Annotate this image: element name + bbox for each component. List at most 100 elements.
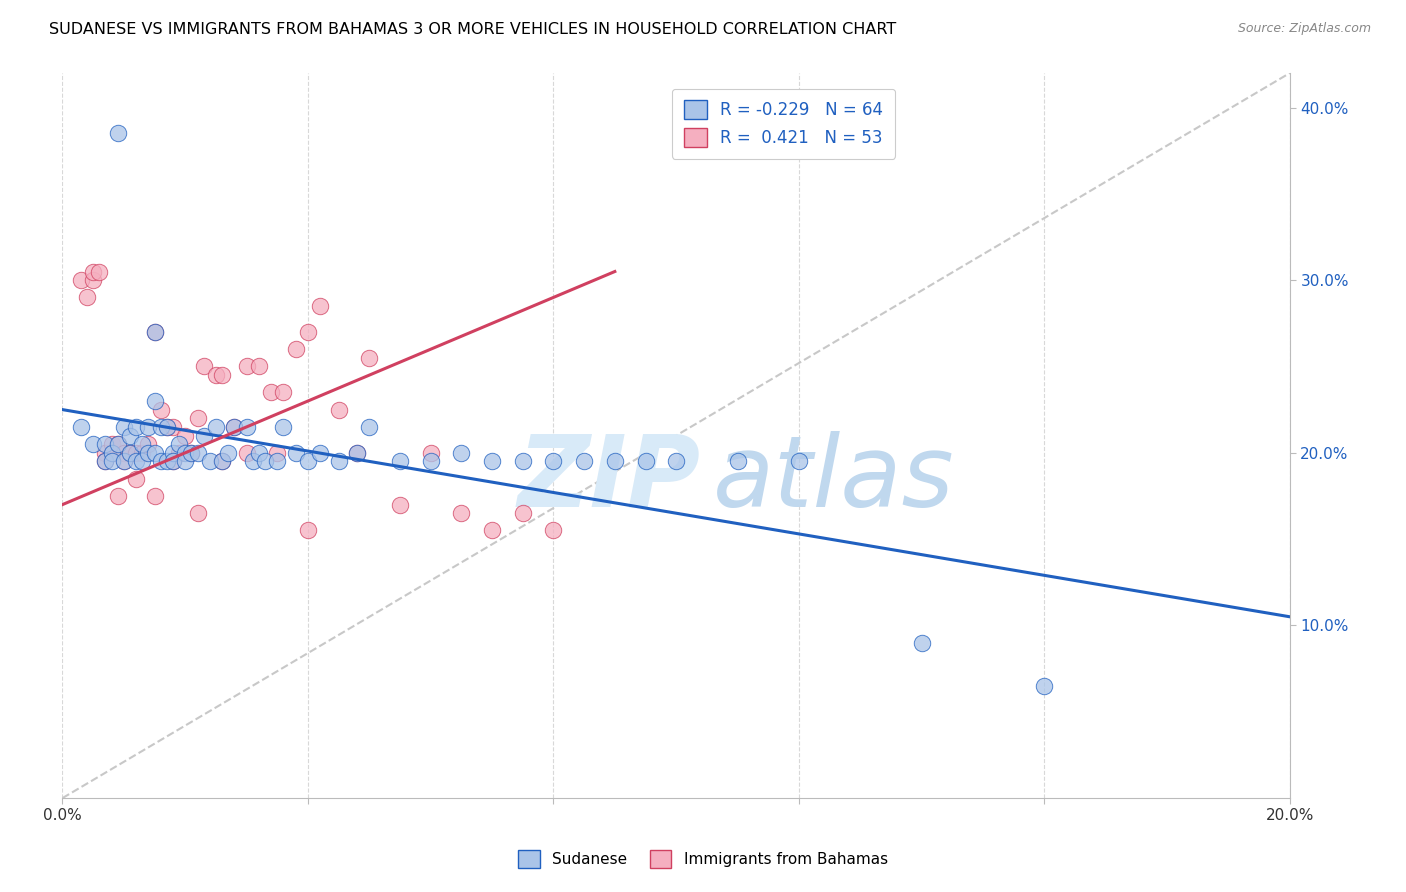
- Point: [284, 446, 307, 460]
- Point: [94, 454, 117, 468]
- Point: [266, 446, 288, 460]
- Point: [149, 420, 172, 434]
- Text: atlas: atlas: [713, 431, 955, 527]
- Point: [82, 437, 104, 451]
- Point: [205, 420, 228, 434]
- Point: [143, 394, 166, 409]
- Point: [156, 420, 179, 434]
- Point: [138, 437, 160, 451]
- Point: [193, 359, 215, 374]
- Point: [112, 454, 135, 468]
- Point: [149, 402, 172, 417]
- Point: [346, 446, 368, 460]
- Point: [118, 446, 141, 460]
- Point: [100, 446, 122, 460]
- Point: [70, 273, 93, 287]
- Point: [247, 446, 270, 460]
- Point: [94, 454, 117, 468]
- Point: [273, 385, 295, 400]
- Point: [481, 524, 503, 538]
- Point: [1033, 679, 1056, 693]
- Point: [512, 506, 534, 520]
- Point: [419, 446, 441, 460]
- Point: [235, 420, 257, 434]
- Text: SUDANESE VS IMMIGRANTS FROM BAHAMAS 3 OR MORE VEHICLES IN HOUSEHOLD CORRELATION : SUDANESE VS IMMIGRANTS FROM BAHAMAS 3 OR…: [49, 22, 897, 37]
- Point: [70, 420, 93, 434]
- Point: [297, 524, 319, 538]
- Point: [82, 264, 104, 278]
- Point: [242, 454, 264, 468]
- Point: [450, 506, 472, 520]
- Point: [174, 446, 197, 460]
- Point: [297, 454, 319, 468]
- Point: [156, 420, 179, 434]
- Point: [235, 359, 257, 374]
- Point: [149, 454, 172, 468]
- Point: [180, 446, 202, 460]
- Point: [100, 446, 122, 460]
- Point: [82, 273, 104, 287]
- Point: [359, 351, 381, 365]
- Point: [186, 506, 208, 520]
- Point: [260, 385, 283, 400]
- Point: [665, 454, 688, 468]
- Point: [224, 420, 246, 434]
- Point: [107, 489, 129, 503]
- Point: [211, 454, 233, 468]
- Point: [389, 498, 412, 512]
- Point: [107, 127, 129, 141]
- Legend: R = -0.229   N = 64, R =  0.421   N = 53: R = -0.229 N = 64, R = 0.421 N = 53: [672, 88, 896, 159]
- Point: [481, 454, 503, 468]
- Text: Source: ZipAtlas.com: Source: ZipAtlas.com: [1237, 22, 1371, 36]
- Point: [217, 446, 239, 460]
- Point: [193, 428, 215, 442]
- Point: [235, 446, 257, 460]
- Point: [180, 446, 202, 460]
- Point: [112, 454, 135, 468]
- Point: [186, 446, 208, 460]
- Point: [131, 454, 153, 468]
- Point: [107, 437, 129, 451]
- Point: [118, 446, 141, 460]
- Point: [156, 454, 179, 468]
- Point: [143, 325, 166, 339]
- Point: [787, 454, 810, 468]
- Point: [266, 454, 288, 468]
- Point: [174, 454, 197, 468]
- Point: [512, 454, 534, 468]
- Point: [131, 446, 153, 460]
- Point: [100, 454, 122, 468]
- Point: [125, 472, 148, 486]
- Point: [198, 454, 221, 468]
- Legend: Sudanese, Immigrants from Bahamas: Sudanese, Immigrants from Bahamas: [510, 843, 896, 875]
- Point: [346, 446, 368, 460]
- Point: [309, 299, 332, 313]
- Point: [186, 411, 208, 425]
- Point: [284, 342, 307, 356]
- Point: [167, 437, 190, 451]
- Point: [138, 446, 160, 460]
- Point: [543, 524, 565, 538]
- Point: [162, 446, 184, 460]
- Point: [125, 454, 148, 468]
- Point: [328, 454, 350, 468]
- Point: [162, 454, 184, 468]
- Point: [138, 420, 160, 434]
- Point: [309, 446, 332, 460]
- Point: [112, 420, 135, 434]
- Point: [162, 420, 184, 434]
- Point: [112, 446, 135, 460]
- Point: [143, 446, 166, 460]
- Point: [211, 454, 233, 468]
- Point: [273, 420, 295, 434]
- Point: [94, 446, 117, 460]
- Point: [100, 437, 122, 451]
- Point: [174, 428, 197, 442]
- Point: [253, 454, 276, 468]
- Point: [118, 428, 141, 442]
- Point: [603, 454, 626, 468]
- Point: [89, 264, 111, 278]
- Point: [389, 454, 412, 468]
- Point: [167, 446, 190, 460]
- Point: [727, 454, 749, 468]
